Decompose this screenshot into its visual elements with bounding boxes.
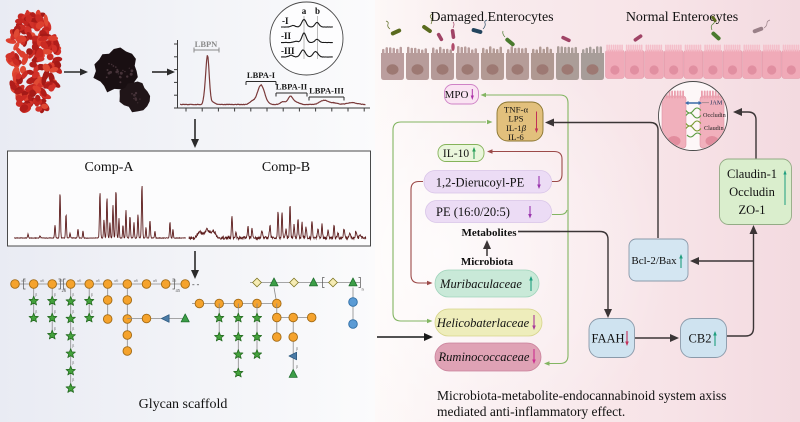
svg-text:ZO-1: ZO-1 <box>738 203 765 217</box>
svg-text:CB2: CB2 <box>689 332 712 346</box>
svg-text:Claudin-1: Claudin-1 <box>727 167 777 181</box>
svg-text:α6: α6 <box>134 278 138 283</box>
svg-text:IL-10: IL-10 <box>443 148 469 160</box>
svg-text:26: 26 <box>62 288 67 293</box>
svg-text:-III: -III <box>281 46 295 56</box>
svg-text:β: β <box>35 309 37 314</box>
svg-text:β: β <box>72 343 74 348</box>
svg-text:Normal Enterocytes: Normal Enterocytes <box>626 10 738 25</box>
svg-text:MPO: MPO <box>445 89 469 101</box>
svg-text:-II: -II <box>281 31 291 41</box>
svg-text:β: β <box>54 292 56 297</box>
svg-text:LBPN: LBPN <box>195 39 219 49</box>
svg-text:-I: -I <box>282 16 289 26</box>
svg-text:β: β <box>72 326 74 331</box>
svg-text:LPS: LPS <box>508 114 523 124</box>
svg-text:β: β <box>296 346 298 351</box>
svg-text:a: a <box>302 6 307 16</box>
svg-text:β: β <box>91 292 93 297</box>
svg-text:Bcl-2/Bax: Bcl-2/Bax <box>631 255 677 267</box>
svg-text:Comp-B: Comp-B <box>262 160 310 175</box>
svg-text:mediated anti-inflammatory eff: mediated anti-inflammatory effect. <box>437 404 625 419</box>
svg-text:Metabolites: Metabolites <box>462 227 518 239</box>
svg-text:TNF-α: TNF-α <box>504 104 529 114</box>
svg-text:β: β <box>296 364 298 369</box>
svg-text:1,2-Dierucoyl-PE: 1,2-Dierucoyl-PE <box>436 176 525 190</box>
svg-text:n: n <box>362 287 365 292</box>
svg-text:α6: α6 <box>172 278 176 283</box>
svg-text:α6: α6 <box>22 278 26 283</box>
svg-text:Microbiota: Microbiota <box>461 256 514 268</box>
svg-text:Glycan scaffold: Glycan scaffold <box>139 397 228 412</box>
svg-text:α6: α6 <box>96 278 100 283</box>
svg-text:LBPA-III: LBPA-III <box>309 86 344 96</box>
svg-text:β: β <box>72 360 74 365</box>
svg-text:Ruminococcaceae: Ruminococcaceae <box>438 350 530 364</box>
svg-text:LBPA-I: LBPA-I <box>247 70 276 80</box>
svg-text:JAM: JAM <box>710 100 723 107</box>
svg-text:45: 45 <box>176 288 181 293</box>
svg-text:Occludin: Occludin <box>703 112 726 119</box>
svg-text:Damaged Enterocytes: Damaged Enterocytes <box>430 10 553 25</box>
svg-text:β: β <box>72 377 74 382</box>
svg-text:b: b <box>315 6 320 16</box>
svg-text:PE (16:0/20:5): PE (16:0/20:5) <box>436 205 510 219</box>
svg-text:IL-6: IL-6 <box>508 132 524 142</box>
svg-text:β: β <box>35 292 37 297</box>
svg-text:β: β <box>91 309 93 314</box>
svg-text:β: β <box>72 309 74 314</box>
svg-text:β: β <box>54 309 56 314</box>
svg-text:α6: α6 <box>153 278 157 283</box>
svg-text:Muribaculaceae: Muribaculaceae <box>439 277 522 291</box>
svg-text:α6: α6 <box>114 278 118 283</box>
svg-text:Claudin: Claudin <box>704 125 724 132</box>
svg-text:FAAH: FAAH <box>591 332 624 346</box>
svg-text:Comp-A: Comp-A <box>85 160 135 175</box>
svg-text:LBPA-II: LBPA-II <box>276 82 308 92</box>
svg-text:Microbiota-metabolite-endocann: Microbiota-metabolite-endocannabinoid sy… <box>437 388 726 403</box>
svg-text:- -: - - <box>192 280 200 289</box>
svg-text:IL-1β: IL-1β <box>506 123 527 133</box>
svg-text:β: β <box>72 292 74 297</box>
svg-text:α6: α6 <box>40 278 44 283</box>
svg-text:Helicobaterlaceae: Helicobaterlaceae <box>436 316 530 330</box>
svg-text:α6: α6 <box>77 278 81 283</box>
svg-text:Occludin: Occludin <box>729 185 776 199</box>
svg-text:α6: α6 <box>59 278 63 283</box>
svg-text:β: β <box>54 326 56 331</box>
